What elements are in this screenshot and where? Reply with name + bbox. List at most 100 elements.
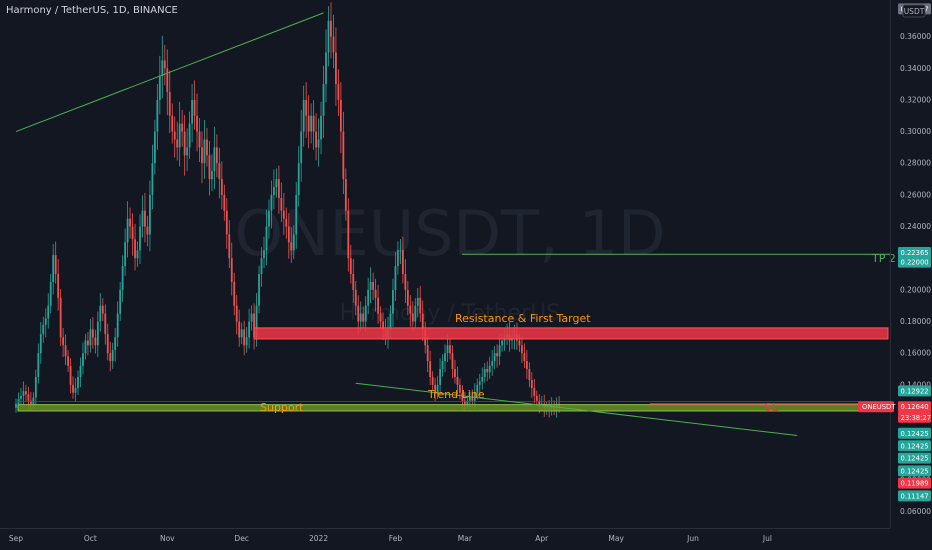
candle-body	[136, 250, 139, 259]
candle-body	[342, 131, 345, 180]
candle-body	[146, 226, 149, 235]
candle-body	[22, 391, 25, 396]
candle-body	[79, 365, 82, 377]
candle-body	[335, 52, 337, 85]
candle-body	[238, 321, 241, 338]
candle-body	[119, 289, 122, 314]
symbol-tag-label: ONEUSDT	[862, 403, 896, 411]
price-tag-label: 0.22000	[901, 259, 929, 267]
candle-body	[215, 147, 218, 164]
candle-body	[168, 92, 171, 116]
candle-body	[377, 297, 379, 314]
candle-body	[124, 242, 127, 267]
candle-body	[52, 255, 55, 282]
trend-line[interactable]	[15, 12, 324, 133]
price-tag-label: 0.12922	[901, 387, 929, 395]
candle-body	[59, 297, 62, 338]
price-tick-label: 0.32000	[900, 95, 931, 104]
currency-button-label: USDT	[904, 7, 925, 16]
candle-body	[144, 210, 146, 227]
time-tick-label: Oct	[84, 534, 97, 543]
candle-body	[416, 297, 419, 306]
candle-body	[248, 321, 251, 338]
price-tag	[898, 452, 931, 464]
candle-body	[483, 369, 486, 377]
time-tick-label: 2022	[309, 534, 328, 543]
candle-body	[116, 313, 119, 338]
candle-body	[243, 329, 246, 346]
candle-body	[369, 281, 372, 290]
price-tick-label: 0.24000	[900, 222, 931, 231]
candle-body	[454, 369, 456, 377]
time-tick-label: May	[608, 534, 624, 543]
candle-body	[382, 321, 384, 330]
candle-body	[436, 384, 439, 393]
candle-body	[67, 356, 69, 366]
support-label: Support	[260, 401, 304, 414]
candle-body	[347, 210, 350, 259]
candle-body	[302, 99, 305, 132]
candle-body	[42, 324, 45, 335]
candle-body	[213, 147, 216, 172]
support-zone[interactable]	[17, 404, 889, 412]
candle-body	[473, 392, 476, 401]
candle-body	[488, 365, 491, 373]
watermark-symbol: ONEUSDT, 1D	[234, 197, 665, 270]
currency-button[interactable]	[902, 4, 926, 18]
time-tick-label: Nov	[160, 534, 175, 543]
candle-body	[394, 266, 397, 290]
price-tag	[898, 256, 931, 268]
candle-body	[441, 361, 444, 370]
candle-body	[434, 384, 437, 393]
candle-body	[268, 210, 270, 227]
candle-body	[186, 147, 189, 156]
candle-body	[171, 115, 174, 132]
candle-body	[468, 397, 471, 401]
candle-body	[357, 305, 360, 322]
candle-body	[121, 266, 124, 290]
candle-body	[439, 369, 441, 385]
candle-body	[330, 20, 332, 37]
tp2-label: TP 2	[871, 252, 896, 265]
candle-body	[344, 179, 347, 211]
candle-body	[230, 258, 233, 282]
price-tick-label: 0.14000	[900, 380, 931, 389]
candle-body	[300, 131, 303, 164]
candle-body	[392, 289, 394, 314]
candle-body	[401, 250, 404, 275]
candle-body	[39, 334, 42, 354]
candle-body	[218, 163, 221, 180]
candle-body	[379, 313, 382, 322]
candle-body	[374, 289, 377, 298]
candle-body	[411, 313, 414, 322]
candle-body	[275, 179, 278, 187]
sl-label: SL	[765, 401, 779, 414]
candle-body	[211, 171, 213, 180]
candle-body	[178, 123, 181, 148]
candle-body	[99, 305, 102, 322]
candle-body	[528, 369, 531, 381]
trend-line[interactable]	[355, 382, 798, 437]
candle-body	[72, 384, 74, 393]
candle-body	[77, 376, 79, 389]
candle-body	[203, 139, 206, 164]
candle-body	[25, 391, 27, 395]
candle-body	[104, 313, 107, 335]
candle-body	[201, 147, 203, 164]
candle-body	[389, 313, 392, 330]
candle-body	[431, 376, 434, 385]
candle-body	[34, 376, 37, 398]
candle-body	[176, 139, 179, 148]
candle-body	[327, 20, 330, 53]
candle-body	[493, 353, 496, 362]
price-tag-label: 0.11989	[901, 480, 929, 488]
candle-body	[64, 345, 67, 357]
watermark-name: Harmony / TetherUS	[340, 301, 560, 326]
candle-body	[364, 305, 367, 322]
resistance-zone[interactable]	[253, 327, 889, 340]
candle-body	[250, 313, 253, 322]
time-tick-label: Sep	[9, 534, 23, 543]
candle-body	[225, 210, 228, 235]
candle-body	[188, 123, 191, 148]
